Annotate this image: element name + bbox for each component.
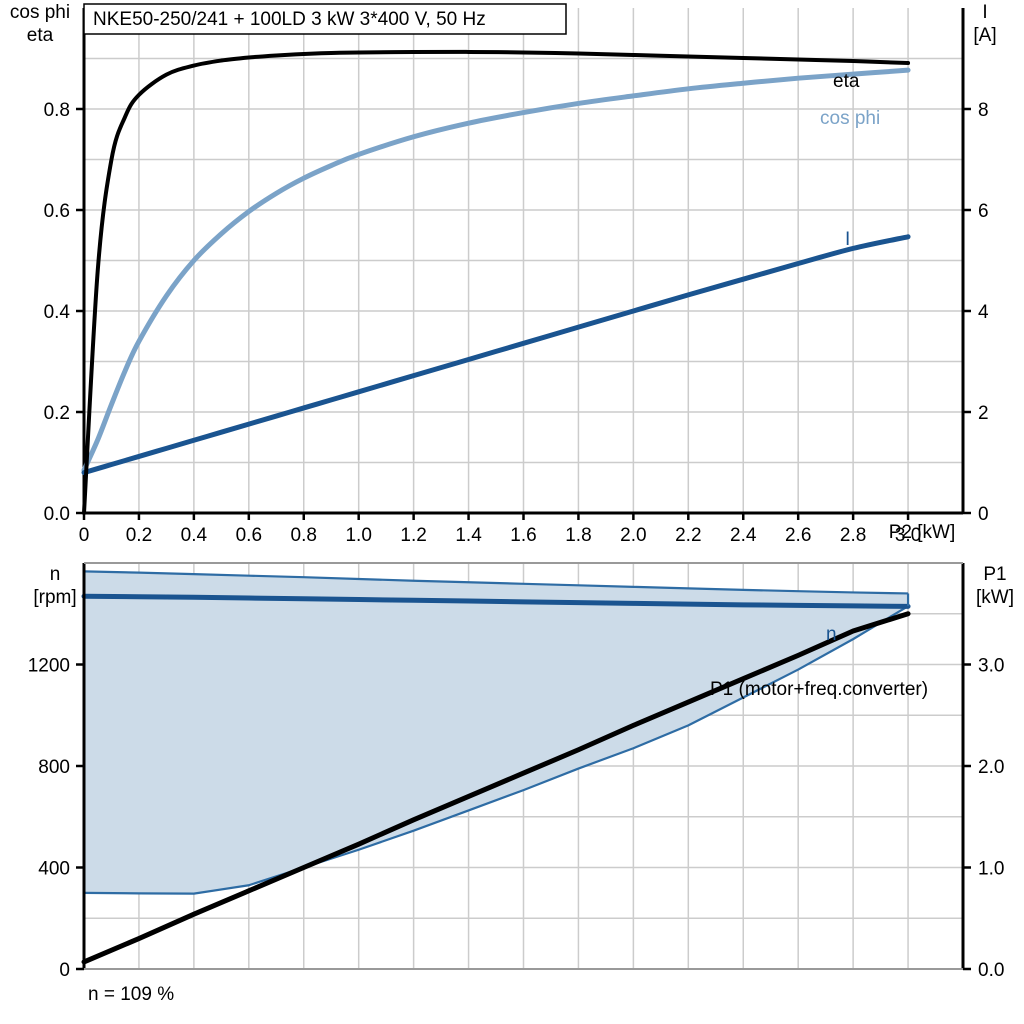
top-y-tick-label: 0.0 (44, 504, 70, 525)
bottom-right-axis-title-unit: [kW] (976, 587, 1014, 608)
bottom-y-tick-label: 0 (59, 960, 70, 981)
top-x-tick-label: 1.8 (565, 525, 591, 546)
chart-title-box: NKE50-250/241 + 100LD 3 kW 3*400 V, 50 H… (84, 4, 566, 34)
chart-page: 0 0.2 0.4 0.6 0.8 1.0 1.2 1.4 1.6 1.8 2.0 2.2 2.4 2.6… (0, 0, 1024, 1024)
top-y-tick-label: 0.4 (44, 302, 71, 323)
bottom-y2-tick-label: 2.0 (978, 757, 1004, 778)
top-y2-tick-label: 8 (978, 100, 989, 121)
top-right-axis-title-i: I (982, 2, 987, 23)
top-y2-tick-label: 0 (978, 504, 989, 525)
top-x-tick-label: 1.0 (345, 525, 371, 546)
top-x-tick-label: 2.4 (730, 525, 757, 546)
speed-curve-label: n (826, 624, 837, 645)
bottom-y-tick-label: 800 (38, 757, 70, 778)
speed-percentage-footer: n = 109 % (88, 984, 174, 1005)
bottom-y2-tick-label: 3.0 (978, 656, 1004, 677)
top-y2-tick-label: 6 (978, 201, 989, 222)
performance-curves-figure: 0 0.2 0.4 0.6 0.8 1.0 1.2 1.4 1.6 1.8 2.0 2.2 2.4 2.6… (0, 0, 1024, 1024)
chart-title: NKE50-250/241 + 100LD 3 kW 3*400 V, 50 H… (93, 9, 486, 30)
top-y-tick-label: 0.8 (44, 100, 70, 121)
bottom-y-tick-label: 1200 (28, 656, 70, 677)
top-x-tick-label: 0.2 (126, 525, 152, 546)
top-x-tick-label: 0.8 (291, 525, 317, 546)
cos-phi-label: cos phi (820, 108, 880, 129)
top-x-tick-label: 2.0 (620, 525, 646, 546)
top-x-tick-label: 2.6 (785, 525, 811, 546)
top-y2-tick-label: 4 (978, 302, 989, 323)
top-left-axis-title-cosphi: cos phi (10, 2, 70, 23)
top-x-tick-label: 0.6 (236, 525, 262, 546)
top-x-tick-label: 0.4 (181, 525, 208, 546)
bottom-left-axis-title-unit: [rpm] (33, 587, 76, 608)
bottom-y2-tick-label: 0.0 (978, 960, 1004, 981)
top-left-axis-title-eta: eta (27, 25, 54, 46)
top-x-tick-label: 2.8 (840, 525, 866, 546)
top-y-tick-label: 0.6 (44, 201, 70, 222)
bottom-right-axis-title-p1: P1 (983, 564, 1006, 585)
bottom-y2-tick-label: 1.0 (978, 859, 1004, 880)
top-y2-tick-label: 2 (978, 403, 989, 424)
top-y-tick-label: 0.2 (44, 403, 70, 424)
bottom-left-axis-title-n: n (50, 564, 61, 585)
current-label: I (845, 229, 850, 250)
top-x-axis-title: P2 [kW] (889, 522, 956, 543)
bottom-y-tick-label: 400 (38, 859, 70, 880)
top-right-axis-title-unit: [A] (973, 25, 996, 46)
top-x-tick-label: 0 (79, 525, 90, 546)
p1-curve-label: P1 (motor+freq.converter) (710, 679, 928, 700)
top-x-tick-label: 1.6 (510, 525, 536, 546)
eta-label: eta (833, 71, 860, 92)
top-x-tick-label: 1.4 (455, 525, 482, 546)
top-x-tick-label: 2.2 (675, 525, 701, 546)
top-x-tick-label: 1.2 (400, 525, 426, 546)
